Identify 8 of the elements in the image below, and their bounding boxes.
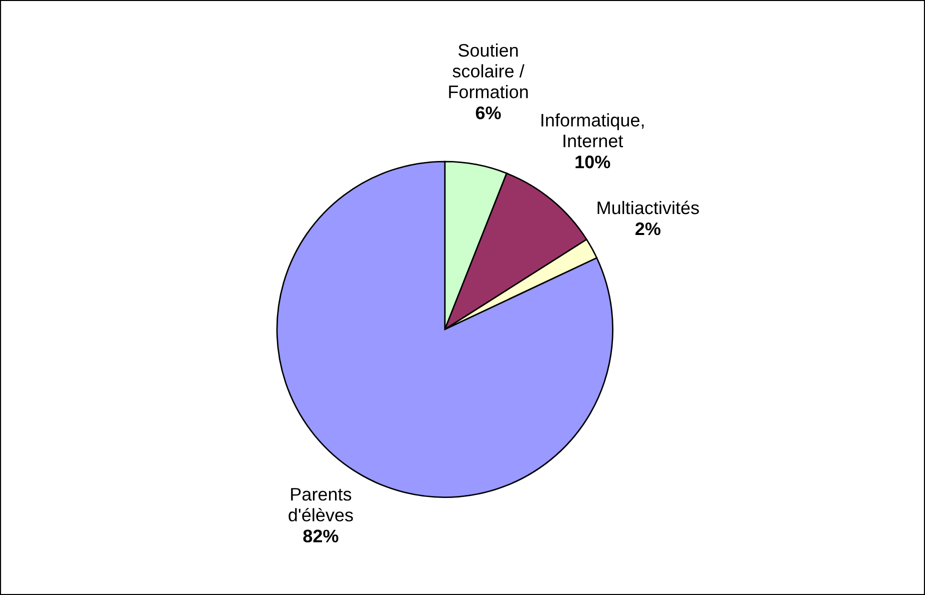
data-label: 2% (635, 222, 660, 236)
slice-label: Multiactivités (598, 200, 699, 214)
data-label: 10% (576, 156, 610, 168)
data-label: 6% (476, 106, 501, 120)
slice-label: Soutien scolaire / Formation (449, 43, 528, 98)
data-label: 82% (303, 530, 338, 542)
slice-label: Informatique, Internet (542, 113, 644, 148)
slice-label: Parents d'élèves (288, 488, 353, 522)
